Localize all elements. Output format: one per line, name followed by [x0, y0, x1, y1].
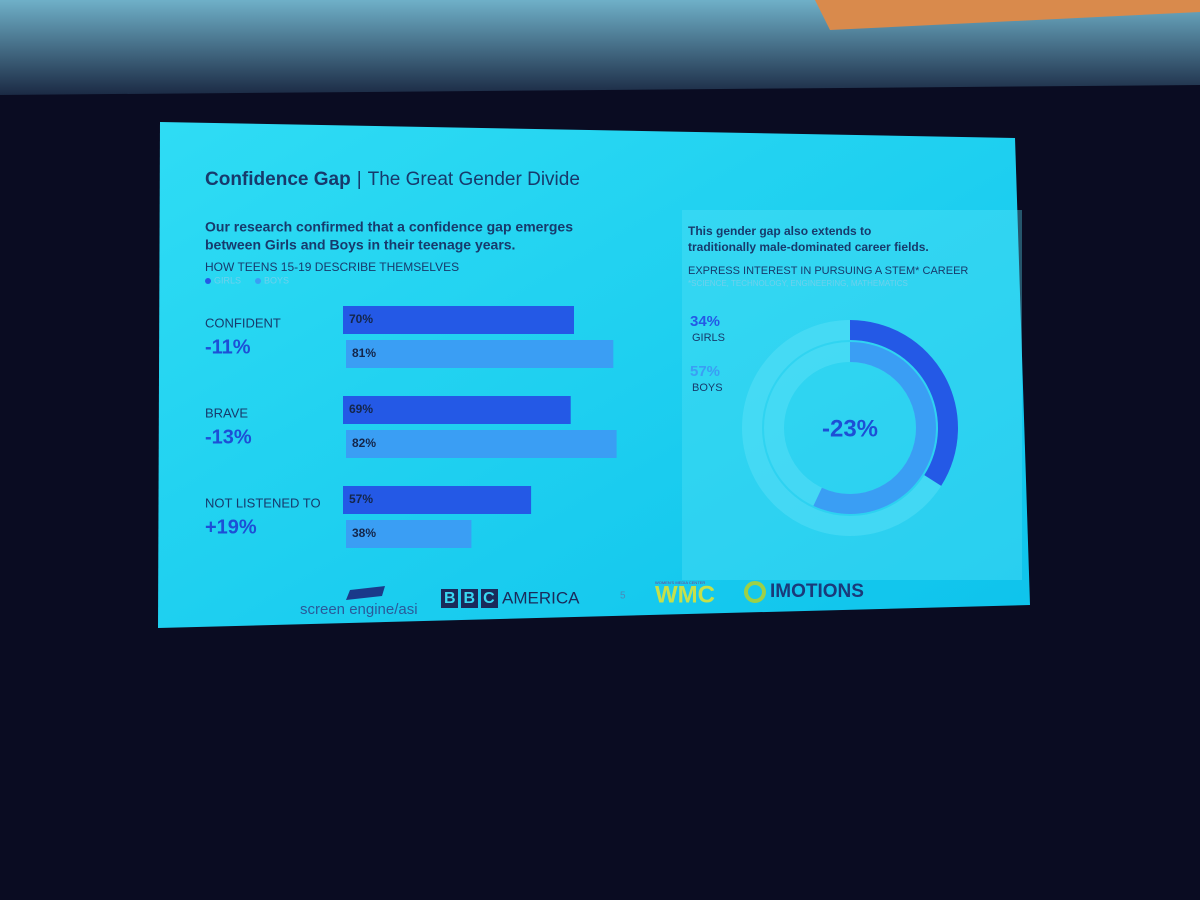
category-label: BRAVE [205, 405, 248, 420]
title-sub: The Great Gender Divide [368, 169, 580, 190]
bbc-box [461, 589, 478, 608]
slide-title: Confidence Gap | The Great Gender Divide [205, 169, 580, 190]
value-label: 81% [352, 346, 376, 360]
logo-bbc: BBC [444, 590, 503, 607]
title-main: Confidence Gap [205, 169, 351, 190]
bbc-box [481, 589, 498, 608]
center-label: -23% [822, 415, 878, 442]
bar [343, 396, 571, 424]
legend-label: BOYS [264, 275, 289, 285]
chart-heading: between Girls and Boys in their teenage … [205, 237, 515, 253]
chart-heading: This gender gap also extends to [688, 224, 871, 238]
radial-bar [850, 320, 958, 486]
logo-wmc-small: WOMEN'S MEDIA CENTER [655, 580, 705, 585]
value-label: 70% [349, 312, 373, 326]
category-label: NOT LISTENED TO [205, 495, 321, 510]
ceiling-light [815, 0, 1200, 30]
value-label: 57% [349, 492, 373, 506]
value-label: 34% [690, 313, 720, 330]
chart-heading: traditionally male-dominated career fiel… [688, 240, 929, 254]
bar [346, 340, 614, 368]
legend-marker [255, 278, 261, 284]
gap-label: -11% [205, 336, 251, 358]
logo-screen-engine: screen engine/asi [300, 601, 418, 618]
value-label: 57% [690, 363, 720, 380]
gap-label: -13% [205, 426, 252, 448]
chart-title: HOW TEENS 15-19 DESCRIBE THEMSELVES [205, 260, 459, 274]
logo-wmc: WMC [655, 581, 715, 608]
chart-footnote: *SCIENCE, TECHNOLOGY, ENGINEERING, MATHE… [688, 279, 908, 288]
logo-imotions-icon [744, 581, 766, 603]
legend-label: BOYS [692, 382, 723, 394]
chart-heading: Our research confirmed that a confidence… [205, 219, 573, 235]
bar [346, 430, 617, 458]
radial-bar [813, 341, 937, 514]
gap-label: +19% [205, 516, 257, 538]
bar [343, 306, 574, 334]
footer: screen engine/asi BBC AMERICA 5 WOMEN'S … [300, 580, 864, 618]
title-separator: | [357, 169, 362, 190]
logo-america: AMERICA [502, 588, 580, 607]
right-panel [682, 210, 1022, 580]
value-label: 69% [349, 402, 373, 416]
legend-label: GIRLS [692, 332, 725, 344]
bbc-box [441, 589, 458, 608]
category-label: CONFIDENT [205, 315, 281, 330]
logo-icon [346, 586, 385, 600]
value-label: 82% [352, 436, 376, 450]
bar [343, 486, 532, 514]
chart-title: EXPRESS INTEREST IN PURSUING A STEM* CAR… [688, 265, 968, 277]
value-label: 38% [352, 526, 376, 540]
logo-imotions: IMOTIONS [770, 581, 864, 602]
legend-label: GIRLS [214, 275, 241, 285]
legend-marker [205, 278, 211, 284]
bar [346, 520, 472, 548]
page-number: 5 [620, 591, 626, 602]
